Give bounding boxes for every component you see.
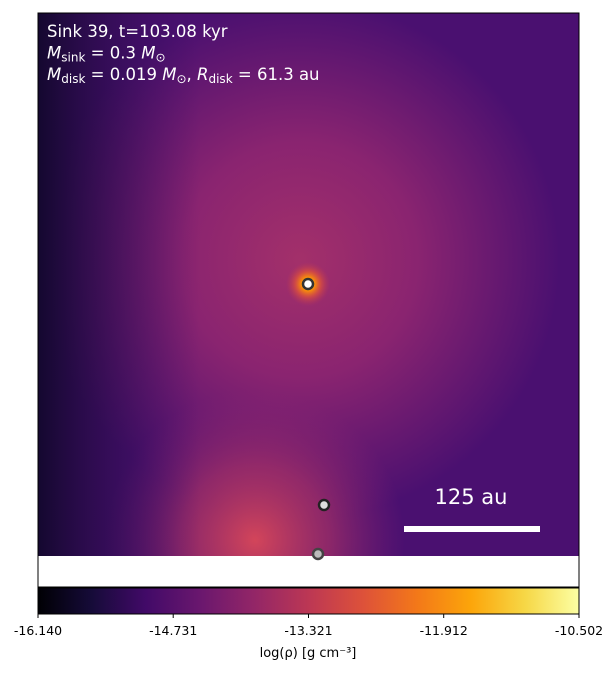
colorbar-tick-label: -11.912 xyxy=(420,623,468,638)
annotation-part: sink xyxy=(61,51,85,65)
colorbar-ticks: -16.140 -14.731 -13.321 -11.912 -10.502 xyxy=(14,614,603,638)
annotation-part: ⊙ xyxy=(155,51,165,65)
frame xyxy=(37,12,580,588)
annotation: Sink 39, t=103.08 kyr xyxy=(47,22,228,41)
sink-marker xyxy=(311,547,325,561)
annotation-part: R xyxy=(197,65,208,84)
annotation-part: = 61.3 au xyxy=(233,65,320,84)
annotation-part: M xyxy=(162,65,176,84)
annotation-part: M xyxy=(47,44,61,63)
annotation: Msink = 0.3 M⊙ xyxy=(47,44,166,65)
colorbar-label: log(ρ) [g cm⁻³] xyxy=(260,646,357,661)
colorbar xyxy=(37,587,580,615)
annotation-part: = 0.019 xyxy=(85,65,162,84)
colorbar-tick-label: -13.321 xyxy=(284,623,332,638)
sink-marker xyxy=(301,277,315,291)
annotation: Mdisk = 0.019 M⊙, Rdisk = 61.3 au xyxy=(47,65,320,86)
annotation-part: M xyxy=(141,44,155,63)
annotation-part: disk xyxy=(208,72,232,86)
annotation-part: M xyxy=(47,65,61,84)
colorbar-tick-label: -16.140 xyxy=(14,623,62,638)
annotation-part: ⊙ xyxy=(176,72,186,86)
scale-bar xyxy=(404,526,540,532)
colorbar-tick-label: -14.731 xyxy=(149,623,197,638)
annotation-part: Sink 39, t=103.08 kyr xyxy=(47,22,228,41)
sink-marker xyxy=(317,498,331,512)
colorbar-tick-label: -10.502 xyxy=(555,623,603,638)
annotation-part: disk xyxy=(61,72,85,86)
scale-bar-label: 125 au xyxy=(435,485,508,509)
annotation-part: = 0.3 xyxy=(85,44,141,63)
annotation-part: , xyxy=(187,65,198,84)
